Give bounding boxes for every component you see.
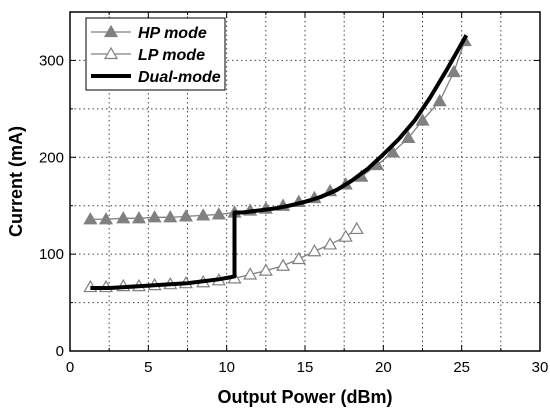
legend-item: HP mode — [91, 24, 207, 42]
legend-label: LP mode — [138, 47, 205, 64]
data-point — [83, 212, 98, 225]
data-point — [432, 93, 447, 107]
y-axis-title: Current (mA) — [6, 126, 26, 237]
x-tick-label: 10 — [218, 359, 235, 376]
legend-item: Dual-mode — [91, 69, 221, 86]
series-layer — [83, 33, 472, 293]
data-point — [258, 263, 273, 276]
data-point — [211, 207, 226, 220]
x-axis-title: Output Power (dBm) — [218, 387, 393, 407]
data-point — [349, 221, 364, 235]
y-tick-label: 0 — [56, 343, 64, 360]
data-point — [323, 237, 338, 250]
data-point — [178, 209, 193, 222]
legend-label: Dual-mode — [138, 69, 221, 86]
data-point — [401, 130, 416, 144]
legend-item: LP mode — [91, 46, 205, 64]
data-point — [131, 211, 146, 224]
x-tick-label: 25 — [453, 359, 470, 376]
legend-label: HP mode — [138, 25, 207, 42]
legend-marker — [103, 24, 119, 38]
legend: HP mode LP mode Dual-mode — [85, 17, 226, 91]
data-point — [196, 208, 211, 221]
x-tick-label: 20 — [375, 359, 392, 376]
grid — [70, 12, 540, 351]
y-tick-label: 100 — [39, 246, 64, 263]
x-tick-label: 5 — [144, 359, 152, 376]
x-tick-label: 30 — [532, 359, 549, 376]
data-point — [446, 64, 461, 78]
series-lp-mode — [83, 221, 364, 293]
data-point — [385, 145, 400, 158]
data-point — [291, 251, 306, 265]
x-tick-label: 15 — [297, 359, 314, 376]
data-point — [415, 113, 430, 126]
data-point — [98, 212, 114, 225]
data-point — [243, 267, 258, 280]
x-tick-label: 0 — [66, 359, 74, 376]
legend-marker — [103, 46, 119, 60]
y-tick-label: 300 — [39, 52, 64, 69]
data-point — [307, 244, 322, 257]
series-dual-mode — [90, 34, 469, 291]
series-line — [90, 34, 469, 291]
data-point — [338, 229, 353, 242]
data-point — [147, 210, 162, 223]
y-tick-label: 200 — [39, 149, 64, 166]
data-point — [163, 210, 178, 223]
data-point — [116, 211, 131, 224]
data-point — [276, 258, 291, 271]
